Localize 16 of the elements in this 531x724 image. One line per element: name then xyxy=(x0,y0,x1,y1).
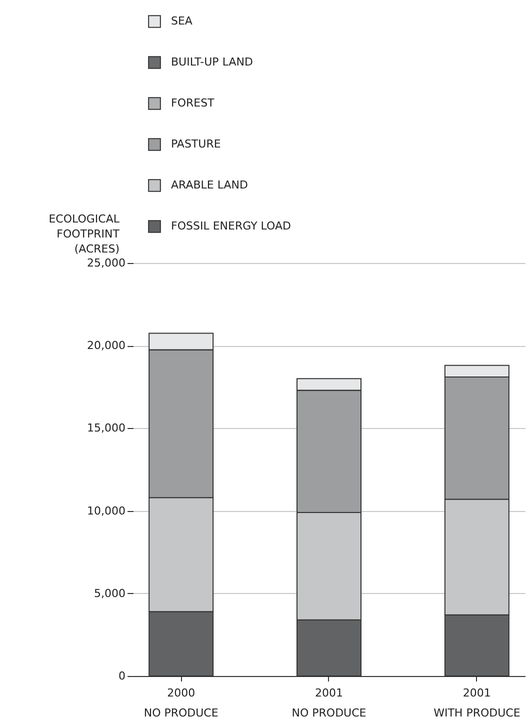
legend-label: SEA xyxy=(171,14,193,28)
x-tick-label: 2000 NO PRODUCE xyxy=(144,686,218,720)
x-tick-label: 2001 NO PRODUCE xyxy=(292,686,366,720)
legend-label: FOREST xyxy=(171,96,215,110)
y-tick-label: 15,000 xyxy=(87,422,126,435)
y-tick-label: 10,000 xyxy=(87,504,126,518)
legend-label: FOSSIL ENERGY LOAD xyxy=(171,220,291,232)
legend-label: BUILT-UP LAND xyxy=(171,56,253,68)
legend-label: ARABLE LAND xyxy=(171,178,248,192)
y-axis-title: ECOLOGICAL FOOTPRINT (ACRES) xyxy=(48,212,120,256)
x-tick-label: 2001 WITH PRODUCE xyxy=(434,686,520,720)
legend-label: PASTURE xyxy=(171,138,221,150)
y-tick-label: 0 xyxy=(118,670,126,682)
y-tick-label: 20,000 xyxy=(87,339,126,352)
y-tick-label: 25,000 xyxy=(87,256,126,270)
y-tick-label: 5,000 xyxy=(94,586,126,600)
